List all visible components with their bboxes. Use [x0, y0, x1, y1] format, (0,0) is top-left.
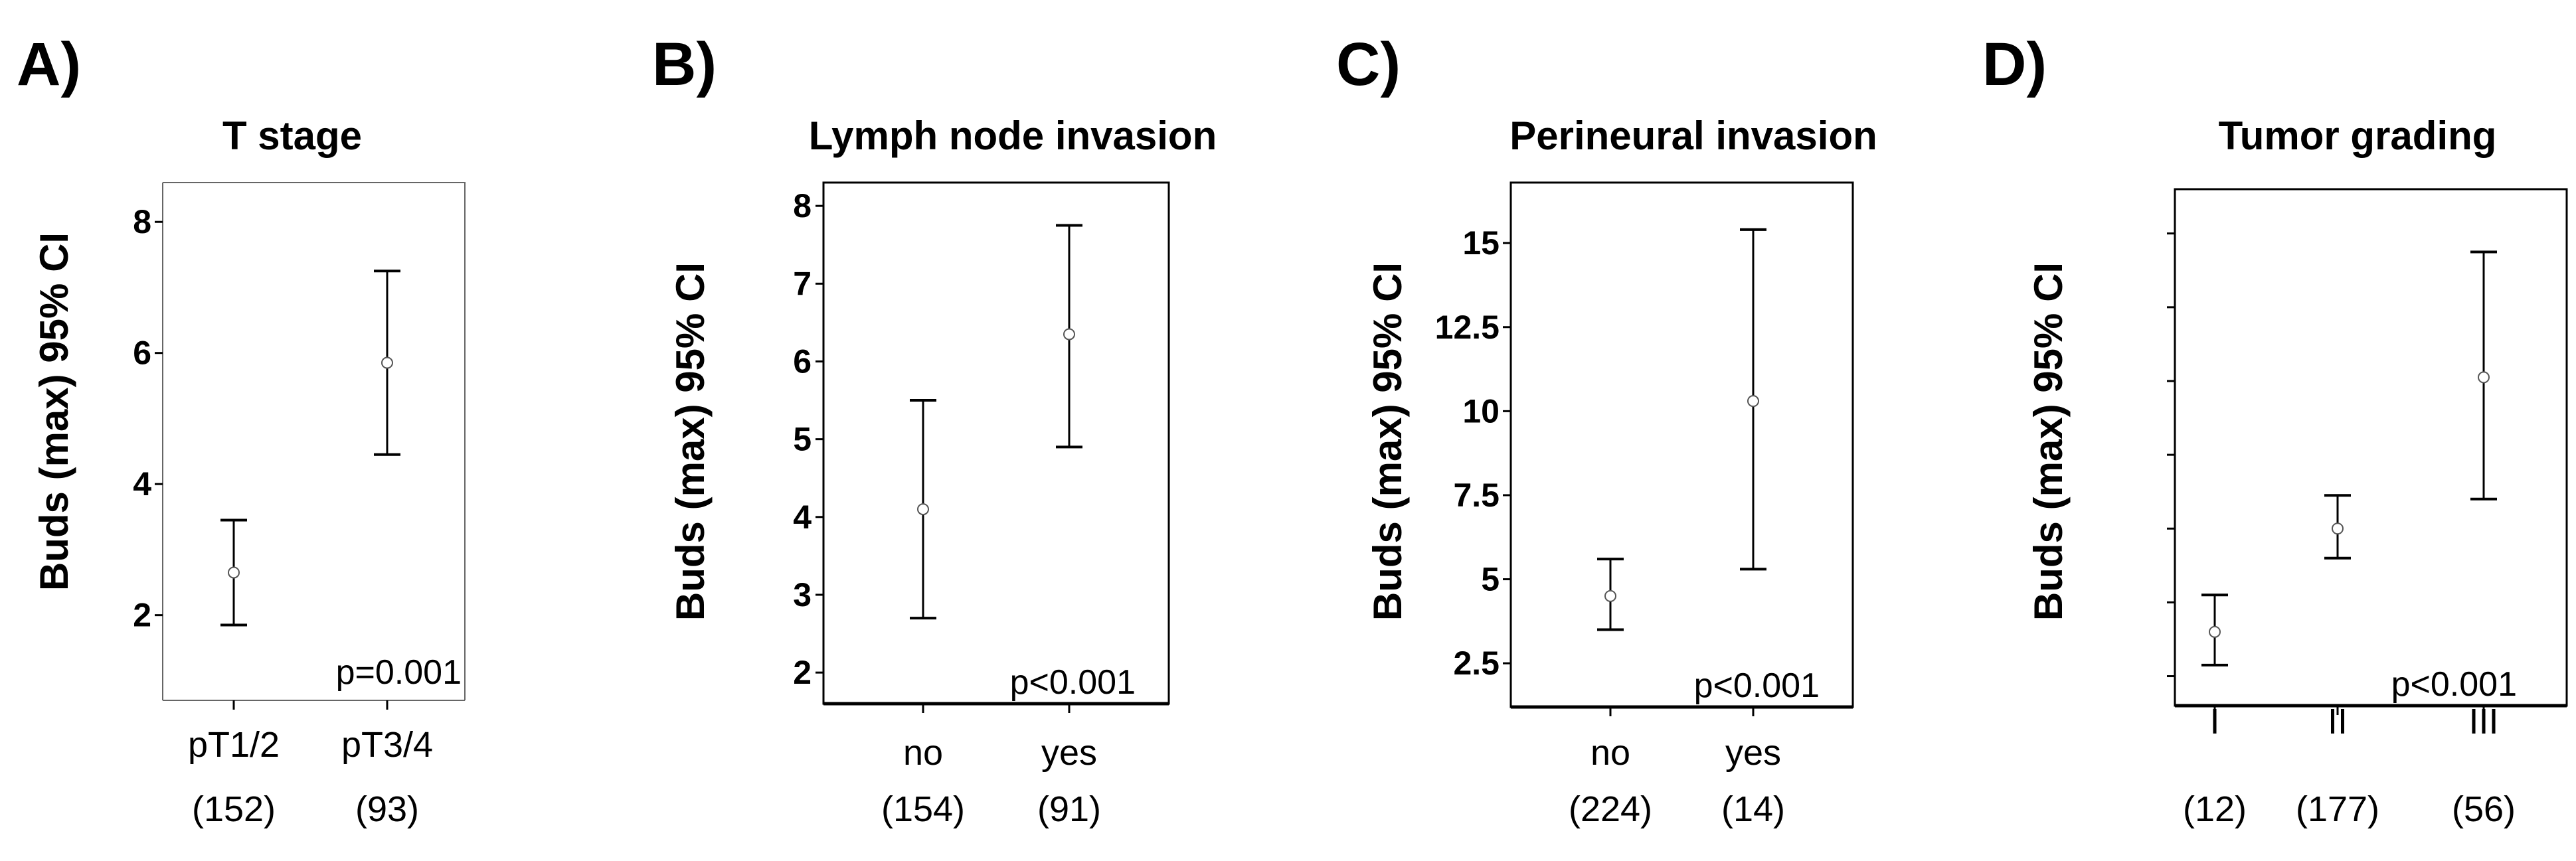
plot-frame: [2174, 188, 2568, 707]
panel-b-plot: 2 3 4 5 6 7 8 no (154) yes (91): [793, 181, 1170, 829]
mean-marker: [1063, 328, 1075, 341]
panel-c-pvalue: p<0.001: [1694, 666, 1820, 705]
panel-b-ylabel: Buds (max) 95% CI: [668, 262, 713, 621]
y-tick-label: 12.5: [1435, 309, 1500, 346]
mean-marker: [2332, 522, 2344, 535]
panel-a-plot: 2 4 6 8 pT1/2 (152) pT3/4 (93): [133, 182, 466, 829]
panel-d-letter: D): [1982, 31, 2047, 98]
y-tick-label: 3: [793, 576, 812, 613]
y-tick-label: 8: [793, 187, 812, 224]
x-category-label: yes: [1041, 733, 1097, 773]
panel-a-title: T stage: [222, 114, 362, 158]
y-tick-label: 8: [133, 203, 151, 240]
plot-frame: [1509, 181, 1854, 708]
panel-a-pvalue: p=0.001: [336, 653, 462, 692]
x-category-label: II: [2328, 702, 2348, 742]
panel-a-ylabel: Buds (max) 95% CI: [32, 232, 76, 591]
panel-d-ylabel: Buds (max) 95% CI: [2026, 262, 2071, 621]
y-tick-label: 15: [1462, 224, 1500, 262]
y-tick-label: 5: [1481, 561, 1500, 598]
x-count-label: (154): [881, 789, 965, 829]
x-count-label: (152): [192, 789, 276, 829]
x-count-label: (12): [2183, 789, 2247, 829]
plot-frame: [163, 182, 466, 700]
plot-frame: [822, 181, 1170, 705]
x-count-label: (56): [2452, 789, 2516, 829]
x-category-label: pT1/2: [188, 725, 280, 765]
mean-marker: [1747, 395, 1759, 408]
x-category-label: III: [2468, 702, 2498, 742]
panel-d-pvalue: p<0.001: [2391, 665, 2517, 704]
y-tick-label: 2.5: [1453, 645, 1500, 682]
panel-b-title: Lymph node invasion: [809, 114, 1217, 158]
x-category-label: I: [2209, 702, 2219, 742]
panel-c-plot: 2.5 5 7.5 10 12.5 15 no (224) yes (14): [1435, 181, 1854, 829]
y-tick-label: 7.5: [1453, 477, 1500, 514]
x-count-label: (91): [1037, 789, 1101, 829]
x-category-label: pT3/4: [341, 725, 433, 765]
panel-a-letter: A): [17, 31, 81, 98]
mean-marker: [2209, 625, 2221, 638]
x-category-label: yes: [1725, 733, 1781, 773]
mean-marker: [1604, 589, 1616, 602]
x-count-label: (224): [1569, 789, 1652, 829]
panel-c-letter: C): [1336, 31, 1401, 98]
y-tick-label: 6: [793, 343, 812, 380]
y-tick-label: 2: [133, 597, 151, 634]
y-tick-label: 7: [793, 265, 812, 302]
x-category-label: no: [1590, 733, 1630, 773]
panel-d-title: Tumor grading: [2219, 114, 2497, 158]
y-tick-label: 5: [793, 421, 812, 458]
mean-marker: [228, 566, 240, 579]
panel-b-pvalue: p<0.001: [1010, 663, 1136, 702]
y-tick-label: 10: [1462, 392, 1500, 430]
panel-c: C) Perineural invasion Buds (max) 95% CI…: [1336, 31, 1877, 829]
panel-d-plot: I (12) II (177) III (56): [2167, 188, 2568, 829]
x-count-label: (14): [1721, 789, 1785, 829]
x-count-label: (177): [2296, 789, 2379, 829]
panel-d: D) Tumor grading Buds (max) 95% CI I (12)…: [1982, 31, 2568, 829]
y-tick-label: 4: [133, 465, 151, 503]
x-category-label: no: [903, 733, 943, 773]
panel-c-title: Perineural invasion: [1509, 114, 1877, 158]
mean-marker: [2478, 371, 2490, 384]
y-tick-label: 2: [793, 654, 812, 691]
x-count-label: (93): [355, 789, 419, 829]
panel-a: A) T stage Buds (max) 95% CI 2 4 6 8 pT1/2 (1…: [17, 31, 466, 829]
panel-b: B) Lymph node invasion Buds (max) 95% CI…: [652, 31, 1217, 829]
mean-marker: [917, 503, 929, 516]
panel-b-letter: B): [652, 31, 717, 98]
y-tick-label: 4: [793, 499, 812, 536]
mean-marker: [381, 356, 393, 369]
y-tick-label: 6: [133, 335, 151, 372]
panel-c-ylabel: Buds (max) 95% CI: [1365, 262, 1410, 621]
